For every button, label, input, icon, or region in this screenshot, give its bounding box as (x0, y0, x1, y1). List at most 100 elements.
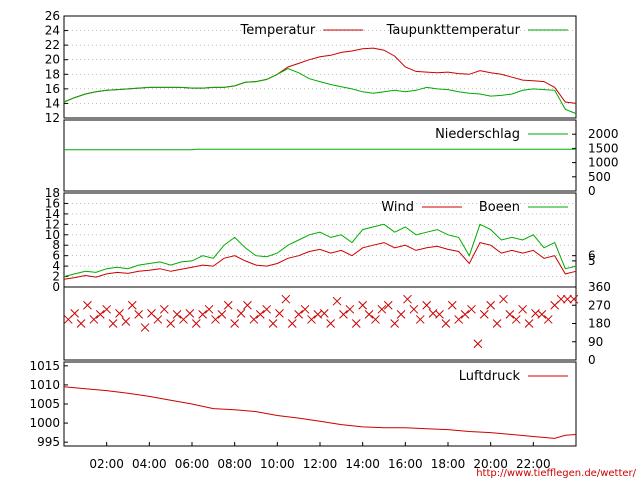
wind-direction-point (339, 310, 348, 319)
wind-direction-point (486, 300, 496, 310)
wind-direction-point (371, 315, 380, 324)
legend-label: Luftdruck (459, 369, 521, 384)
y-tick-label: 0 (52, 280, 60, 294)
y-tick-label: 10 (45, 228, 60, 242)
y-tick-label-right: 1500 (588, 141, 619, 155)
wind-direction-point (294, 310, 304, 319)
y-tick-label: 16 (45, 82, 60, 96)
x-tick-label: 08:00 (217, 457, 252, 471)
wind-direction-point (89, 315, 99, 324)
wind-direction-point (255, 310, 265, 319)
wind-direction-point (537, 310, 547, 319)
wind-direction-point (396, 310, 406, 319)
wind-direction-point (383, 300, 393, 310)
wind-direction-point (198, 310, 208, 319)
wind-direction-point (300, 304, 310, 314)
wind-direction-point (102, 304, 112, 314)
wind-direction-point (121, 317, 131, 326)
y-tick-label-right: 6 (588, 249, 596, 263)
wind-direction-point (543, 315, 553, 324)
series-line-niederschlag (64, 148, 576, 151)
y-tick-label: 1010 (29, 378, 60, 392)
wind-direction-point (326, 319, 336, 328)
y-tick-label: 4 (52, 259, 60, 273)
wind-direction-point (422, 300, 432, 310)
chart-panel-5: 995 1000 1005 1010 1015 Luftdruck (29, 359, 577, 449)
x-tick-label: 06:00 (175, 457, 210, 471)
wind-direction-point (377, 304, 387, 314)
wind-direction-point (159, 304, 169, 314)
wind-direction-point (134, 310, 144, 319)
legend-label: Wind (381, 200, 414, 215)
wind-direction-point (166, 319, 176, 328)
y-tick-label-right: 2000 (588, 127, 619, 141)
y-tick-label: 16 (45, 196, 60, 210)
wind-direction-point (332, 296, 342, 306)
wind-direction-point (70, 309, 80, 318)
wind-direction-point (236, 309, 246, 318)
y-tick-label: 8 (52, 238, 60, 252)
y-tick-label-right: 270 (588, 298, 611, 312)
wind-direction-point (230, 319, 240, 328)
wind-direction-point (518, 304, 528, 314)
y-tick-label: 12 (45, 111, 60, 125)
x-tick-label: 14:00 (345, 457, 380, 471)
wind-direction-point (563, 294, 572, 304)
wind-direction-point (307, 315, 316, 324)
wind-direction-point (403, 294, 412, 304)
x-tick-label: 02:00 (89, 457, 124, 471)
wind-direction-point (351, 319, 361, 328)
footer-url[interactable]: http://www.tiefflegen.de/wetter/ (476, 468, 636, 479)
y-tick-label: 995 (37, 435, 60, 449)
y-tick-label-right: 1000 (588, 156, 619, 170)
y-tick-label-right: 90 (588, 335, 603, 349)
wind-direction-point (76, 319, 86, 328)
wind-direction-point (95, 310, 105, 319)
y-tick-label-right: 0 (588, 353, 596, 367)
panels: 1214161820222426TaupunkttemperaturTemper… (29, 9, 618, 449)
wind-direction-point (409, 304, 419, 314)
wind-direction-point (569, 294, 579, 304)
y-tick-label: 1015 (29, 359, 60, 373)
x-tick-label: 10:00 (260, 457, 295, 471)
legend-label: Taupunkttemperatur (386, 23, 521, 38)
y-tick-label: 12 (45, 217, 60, 231)
x-tick-label: 12:00 (303, 457, 338, 471)
wind-direction-point (281, 294, 291, 304)
y-tick-label-right: 0 (588, 184, 596, 198)
y-tick-label: 18 (45, 186, 60, 200)
wind-direction-point (127, 300, 137, 310)
wind-direction-point (390, 319, 400, 328)
y-tick-label: 20 (45, 53, 60, 67)
wind-direction-point (460, 310, 470, 319)
chart-panel-4: 0 90 180 270 360 (63, 280, 611, 367)
wind-direction-point (447, 300, 457, 310)
wind-direction-point (287, 319, 297, 328)
y-tick-label-right: 5 (588, 254, 596, 268)
x-tick-label: 20:00 (473, 457, 508, 471)
wind-direction-point (358, 300, 368, 310)
x-tick-label: 18:00 (431, 457, 466, 471)
y-tick-label: 1005 (29, 397, 60, 411)
y-tick-label: 14 (45, 207, 60, 221)
wind-direction-point (435, 310, 444, 319)
wind-direction-point (364, 310, 374, 319)
y-tick-label-right: 360 (588, 280, 611, 294)
wind-direction-point (511, 315, 521, 324)
wind-direction-point (185, 309, 195, 318)
x-tick-label: 04:00 (132, 457, 167, 471)
x-tick-label: 22:00 (516, 457, 551, 471)
wind-direction-point (108, 319, 118, 328)
wind-direction-point (268, 319, 278, 328)
x-tick-label: 16:00 (388, 457, 423, 471)
wind-direction-point (140, 323, 150, 332)
wind-direction-point (275, 309, 284, 318)
legend-label: Temperatur (240, 23, 316, 38)
wind-direction-point (211, 315, 220, 324)
wind-direction-point (441, 319, 451, 328)
wind-direction-point (243, 300, 252, 310)
series-line-wind (63, 242, 577, 280)
